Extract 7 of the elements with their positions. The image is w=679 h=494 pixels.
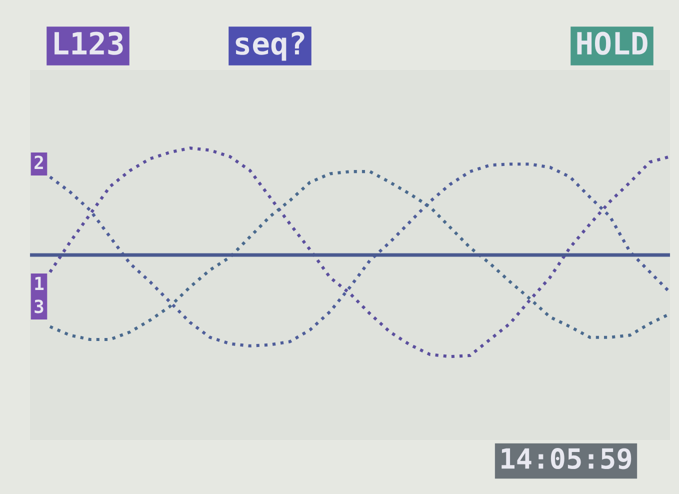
annotation: 3 <box>34 300 44 314</box>
text: seq? <box>236 32 304 61</box>
annotation: 1 <box>35 276 44 290</box>
text: 14:05:59 <box>502 448 632 470</box>
annotation: 2 <box>34 156 43 169</box>
text: HOLD <box>577 32 648 55</box>
text: L123 <box>54 32 123 55</box>
